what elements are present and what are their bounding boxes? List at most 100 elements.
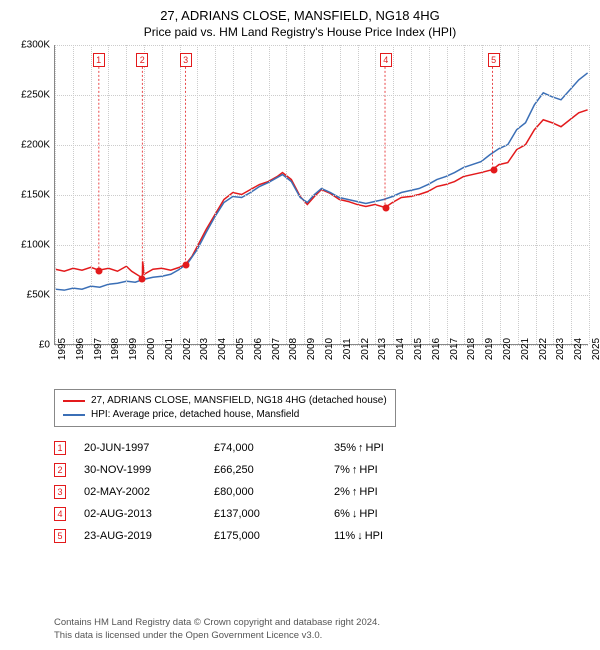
x-tick-label: 2002	[182, 338, 193, 360]
tx-diff: 7%↑HPI	[334, 464, 424, 476]
tx-index-box: 4	[54, 507, 66, 521]
gridline-v	[251, 45, 252, 344]
marker-box: 4	[380, 53, 392, 67]
chart-subtitle: Price paid vs. HM Land Registry's House …	[12, 25, 588, 39]
gridline-v	[162, 45, 163, 344]
x-tick-label: 1996	[75, 338, 86, 360]
x-tick-label: 2009	[306, 338, 317, 360]
tx-index-box: 2	[54, 463, 66, 477]
x-tick-label: 2020	[502, 338, 513, 360]
x-tick-label: 2004	[217, 338, 228, 360]
marker-box: 2	[136, 53, 148, 67]
chart-area: £0£50K£100K£150K£200K£250K£300K 12345 19…	[12, 45, 588, 385]
x-tick-label: 2007	[271, 338, 282, 360]
gridline-v	[429, 45, 430, 344]
table-row: 3 02-MAY-2002£80,0002%↑HPI	[54, 481, 588, 503]
tx-hpi-label: HPI	[365, 530, 383, 542]
marker-dot	[490, 167, 497, 174]
tx-date: 23-AUG-2019	[84, 530, 214, 542]
legend: 27, ADRIANS CLOSE, MANSFIELD, NG18 4HG (…	[54, 389, 396, 427]
tx-index-box: 1	[54, 441, 66, 455]
gridline-v	[447, 45, 448, 344]
legend-label: 27, ADRIANS CLOSE, MANSFIELD, NG18 4HG (…	[91, 394, 387, 408]
gridline-v	[322, 45, 323, 344]
gridline-v	[393, 45, 394, 344]
tx-hpi-label: HPI	[359, 486, 377, 498]
gridline-v	[269, 45, 270, 344]
tx-index-box: 3	[54, 485, 66, 499]
tx-index-box: 5	[54, 529, 66, 543]
x-tick-label: 1998	[110, 338, 121, 360]
footer-line-2: This data is licensed under the Open Gov…	[54, 630, 588, 642]
tx-hpi-label: HPI	[359, 464, 377, 476]
gridline-v	[144, 45, 145, 344]
tx-diff-pct: 7%	[334, 464, 350, 476]
x-tick-label: 2013	[377, 338, 388, 360]
marker-dot	[182, 262, 189, 269]
x-tick-label: 2003	[199, 338, 210, 360]
tx-hpi-label: HPI	[359, 508, 377, 520]
x-tick-label: 2024	[573, 338, 584, 360]
tx-price: £80,000	[214, 486, 334, 498]
marker-dot	[95, 268, 102, 275]
x-tick-label: 2025	[591, 338, 600, 360]
tx-diff-pct: 6%	[334, 508, 350, 520]
marker-box: 5	[488, 53, 500, 67]
tx-price: £137,000	[214, 508, 334, 520]
y-axis: £0£50K£100K£150K£200K£250K£300K	[12, 45, 54, 345]
y-tick-label: £200K	[21, 140, 50, 151]
gridline-v	[197, 45, 198, 344]
gridline-v	[482, 45, 483, 344]
gridline-v	[108, 45, 109, 344]
footer-line-1: Contains HM Land Registry data © Crown c…	[54, 617, 588, 629]
gridline-v	[215, 45, 216, 344]
marker-box: 3	[180, 53, 192, 67]
tx-diff: 11%↓HPI	[334, 530, 424, 542]
x-tick-label: 2022	[538, 338, 549, 360]
arrow-down-icon: ↓	[357, 530, 363, 542]
x-tick-label: 2021	[520, 338, 531, 360]
gridline-v	[304, 45, 305, 344]
x-tick-label: 1999	[128, 338, 139, 360]
arrow-up-icon: ↑	[352, 464, 358, 476]
gridline-v	[55, 45, 56, 344]
x-tick-label: 1997	[93, 338, 104, 360]
x-tick-label: 2016	[431, 338, 442, 360]
x-tick-label: 2010	[324, 338, 335, 360]
y-tick-label: £0	[39, 340, 50, 351]
y-tick-label: £100K	[21, 240, 50, 251]
marker-dot	[139, 275, 146, 282]
legend-swatch	[63, 414, 85, 416]
x-tick-label: 2001	[164, 338, 175, 360]
table-row: 402-AUG-2013£137,0006%↓HPI	[54, 503, 588, 525]
gridline-v	[358, 45, 359, 344]
gridline-v	[126, 45, 127, 344]
table-row: 230-NOV-1999£66,2507%↑HPI	[54, 459, 588, 481]
x-tick-label: 2023	[555, 338, 566, 360]
x-tick-label: 2012	[360, 338, 371, 360]
tx-hpi-label: HPI	[366, 442, 384, 454]
gridline-v	[500, 45, 501, 344]
y-tick-label: £250K	[21, 90, 50, 101]
gridline-v	[464, 45, 465, 344]
tx-diff: 2%↑HPI	[334, 486, 424, 498]
tx-date: 02-MAY-2002	[84, 486, 214, 498]
x-tick-label: 2019	[484, 338, 495, 360]
gridline-v	[518, 45, 519, 344]
arrow-up-icon: ↑	[358, 442, 364, 454]
y-tick-label: £50K	[27, 290, 50, 301]
arrow-up-icon: ↑	[352, 486, 358, 498]
arrow-down-icon: ↓	[352, 508, 358, 520]
x-tick-label: 2011	[342, 338, 353, 360]
tx-diff-pct: 11%	[334, 530, 355, 542]
table-row: 5 23-AUG-2019£175,00011%↓HPI	[54, 525, 588, 547]
gridline-v	[589, 45, 590, 344]
tx-price: £74,000	[214, 442, 334, 454]
gridline-v	[91, 45, 92, 344]
legend-item: 27, ADRIANS CLOSE, MANSFIELD, NG18 4HG (…	[63, 394, 387, 408]
tx-diff: 6%↓HPI	[334, 508, 424, 520]
x-tick-label: 2014	[395, 338, 406, 360]
tx-diff: 35%↑HPI	[334, 442, 424, 454]
x-tick-label: 2018	[466, 338, 477, 360]
tx-price: £175,000	[214, 530, 334, 542]
